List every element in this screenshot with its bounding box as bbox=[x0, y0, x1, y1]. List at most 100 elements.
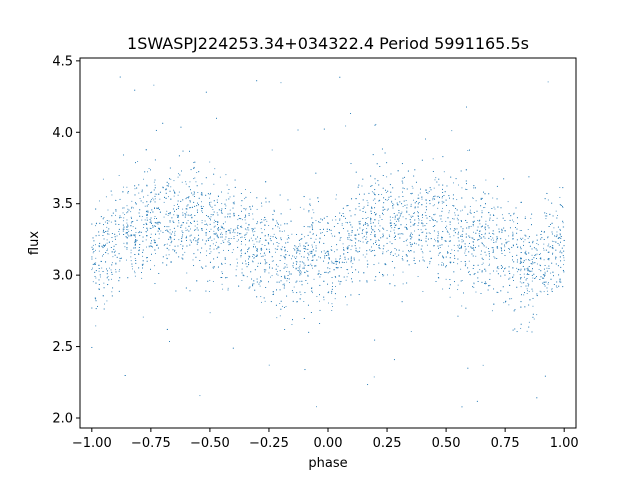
data-point bbox=[146, 260, 148, 262]
data-point bbox=[108, 279, 110, 281]
data-point bbox=[209, 312, 211, 314]
data-point bbox=[560, 236, 562, 237]
data-point bbox=[367, 263, 369, 265]
data-point bbox=[225, 231, 227, 233]
data-point bbox=[134, 270, 135, 272]
data-point bbox=[180, 227, 182, 228]
data-point bbox=[240, 233, 242, 235]
data-point bbox=[280, 213, 282, 215]
data-point bbox=[331, 310, 333, 311]
data-point bbox=[478, 245, 480, 247]
data-point bbox=[319, 237, 321, 239]
data-point bbox=[536, 243, 538, 244]
data-point bbox=[358, 203, 360, 205]
data-point bbox=[327, 263, 329, 265]
data-point bbox=[311, 224, 313, 226]
data-point bbox=[520, 201, 522, 203]
data-point bbox=[498, 268, 500, 270]
data-point bbox=[155, 129, 157, 131]
data-point bbox=[228, 249, 229, 251]
data-point bbox=[542, 274, 544, 276]
data-point bbox=[152, 211, 154, 213]
data-point bbox=[512, 259, 513, 261]
data-point bbox=[279, 289, 281, 291]
data-point bbox=[209, 245, 211, 247]
data-point bbox=[296, 292, 298, 294]
data-point bbox=[264, 252, 265, 254]
data-point bbox=[154, 193, 156, 195]
data-point bbox=[216, 256, 218, 258]
data-point bbox=[455, 178, 457, 180]
data-point bbox=[149, 218, 151, 220]
data-point bbox=[244, 198, 246, 200]
data-point bbox=[190, 214, 192, 216]
data-point bbox=[319, 229, 321, 230]
data-point bbox=[141, 264, 143, 266]
data-point bbox=[220, 243, 222, 244]
data-point bbox=[488, 258, 490, 260]
data-point bbox=[341, 223, 343, 225]
data-point bbox=[503, 227, 505, 229]
data-point bbox=[414, 223, 416, 224]
data-point bbox=[415, 201, 417, 203]
data-point bbox=[471, 253, 473, 255]
data-point bbox=[453, 271, 455, 273]
data-point bbox=[181, 238, 183, 240]
data-point bbox=[271, 260, 273, 262]
data-point bbox=[219, 176, 221, 178]
data-point bbox=[128, 230, 130, 232]
data-point bbox=[177, 214, 179, 216]
data-point bbox=[540, 270, 542, 272]
data-point bbox=[134, 188, 136, 190]
data-point bbox=[303, 301, 305, 302]
data-point bbox=[157, 230, 159, 232]
data-point bbox=[468, 260, 470, 262]
data-point bbox=[236, 240, 238, 242]
data-point bbox=[418, 239, 420, 241]
data-point bbox=[107, 230, 109, 232]
data-point bbox=[106, 239, 108, 241]
data-point bbox=[307, 226, 309, 228]
data-point bbox=[366, 236, 368, 238]
data-point bbox=[478, 220, 480, 222]
data-point bbox=[280, 308, 282, 310]
data-point bbox=[492, 230, 494, 232]
data-point bbox=[536, 258, 537, 259]
data-point bbox=[543, 274, 545, 276]
data-point bbox=[496, 237, 498, 239]
data-point bbox=[153, 199, 155, 201]
data-point bbox=[101, 261, 102, 263]
data-point bbox=[228, 229, 230, 231]
data-point bbox=[468, 227, 470, 229]
data-point bbox=[263, 252, 265, 254]
data-point bbox=[194, 229, 196, 231]
data-point bbox=[232, 207, 234, 209]
data-point bbox=[449, 221, 451, 223]
data-point bbox=[501, 248, 502, 250]
data-point bbox=[256, 281, 258, 283]
data-point bbox=[253, 257, 255, 259]
data-point bbox=[122, 212, 124, 214]
data-point bbox=[386, 242, 388, 244]
data-point bbox=[304, 251, 306, 253]
data-point bbox=[95, 208, 97, 210]
data-point bbox=[433, 245, 435, 247]
data-point bbox=[442, 256, 444, 258]
data-point bbox=[311, 244, 313, 246]
data-point bbox=[123, 242, 125, 244]
data-point bbox=[382, 187, 384, 189]
data-point bbox=[258, 241, 260, 243]
data-point bbox=[519, 281, 521, 283]
data-point bbox=[303, 263, 305, 265]
data-point bbox=[378, 240, 380, 241]
data-point bbox=[544, 274, 546, 276]
data-point bbox=[370, 239, 372, 241]
data-point bbox=[308, 210, 310, 212]
data-point bbox=[470, 212, 472, 214]
data-point bbox=[477, 219, 479, 221]
data-point bbox=[312, 255, 314, 257]
data-point bbox=[406, 228, 408, 230]
data-point bbox=[501, 268, 502, 269]
data-point bbox=[115, 271, 117, 273]
data-point bbox=[362, 229, 364, 230]
